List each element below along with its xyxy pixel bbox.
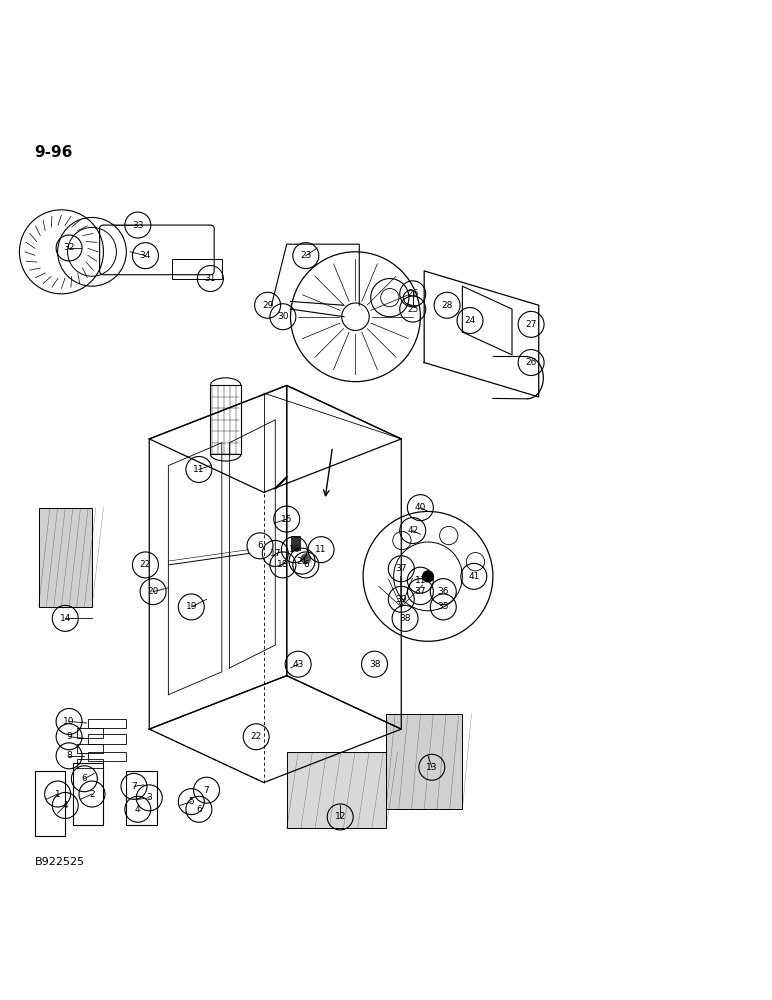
Bar (290, 536, 300, 550)
Text: 9: 9 (66, 732, 72, 741)
Text: 8: 8 (66, 751, 72, 760)
Text: 13: 13 (426, 763, 438, 772)
Text: 26: 26 (407, 289, 418, 298)
Text: 3: 3 (147, 793, 152, 802)
Text: 10: 10 (63, 717, 75, 726)
Text: 4: 4 (63, 801, 68, 810)
Bar (88, 719, 127, 728)
Text: 32: 32 (63, 243, 75, 252)
Text: 30: 30 (277, 312, 289, 321)
Text: 24: 24 (465, 316, 476, 325)
Bar (386, 714, 462, 809)
Bar (76, 728, 103, 738)
Text: 6: 6 (196, 805, 201, 814)
Circle shape (422, 570, 434, 582)
Text: 41: 41 (468, 572, 479, 581)
Text: 22: 22 (251, 732, 262, 741)
Text: B922525: B922525 (35, 857, 85, 867)
Text: 1: 1 (55, 790, 60, 799)
Text: 36: 36 (438, 587, 449, 596)
Text: 11: 11 (415, 576, 426, 585)
Bar (39, 508, 92, 607)
Text: 7: 7 (204, 786, 209, 795)
Text: 37: 37 (395, 564, 407, 573)
Text: 18: 18 (277, 560, 289, 569)
Text: 42: 42 (407, 526, 418, 535)
Text: 27: 27 (526, 320, 537, 329)
Text: 6: 6 (82, 774, 87, 783)
Circle shape (300, 553, 311, 564)
Text: 38: 38 (369, 660, 381, 669)
Bar (76, 744, 103, 753)
Text: 20: 20 (147, 587, 159, 596)
Text: 11: 11 (193, 465, 205, 474)
Text: 14: 14 (59, 614, 71, 623)
Text: 9-96: 9-96 (35, 145, 73, 160)
Text: 5: 5 (188, 797, 194, 806)
Text: 6: 6 (303, 560, 309, 569)
Text: 7: 7 (131, 782, 137, 791)
Text: 6: 6 (257, 541, 263, 550)
Text: 43: 43 (293, 660, 304, 669)
Bar (88, 752, 127, 761)
Text: 4: 4 (135, 805, 141, 814)
Text: 31: 31 (205, 274, 216, 283)
Text: 26: 26 (526, 358, 537, 367)
Text: 15: 15 (281, 515, 293, 524)
Text: 17: 17 (269, 549, 281, 558)
Text: 34: 34 (140, 251, 151, 260)
Bar (35, 771, 66, 836)
Bar (210, 385, 241, 454)
Text: 12: 12 (334, 812, 346, 821)
Bar (76, 759, 103, 768)
Bar (286, 752, 386, 828)
Text: 39: 39 (395, 595, 407, 604)
Text: 25: 25 (407, 305, 418, 314)
Text: 16: 16 (289, 545, 300, 554)
Text: 33: 33 (132, 221, 144, 230)
Text: 2: 2 (90, 790, 95, 799)
Text: 38: 38 (399, 614, 411, 623)
Bar (127, 771, 157, 825)
Bar (73, 763, 103, 825)
Text: 29: 29 (262, 301, 273, 310)
Text: 21: 21 (296, 557, 308, 566)
Text: 40: 40 (415, 503, 426, 512)
Text: 22: 22 (140, 560, 151, 569)
Text: 35: 35 (438, 602, 449, 611)
Bar (172, 259, 222, 279)
Text: 28: 28 (442, 301, 453, 310)
Text: 19: 19 (185, 602, 197, 611)
Text: 37: 37 (415, 587, 426, 596)
Bar (88, 734, 127, 744)
Text: 11: 11 (315, 545, 327, 554)
Text: 23: 23 (300, 251, 312, 260)
